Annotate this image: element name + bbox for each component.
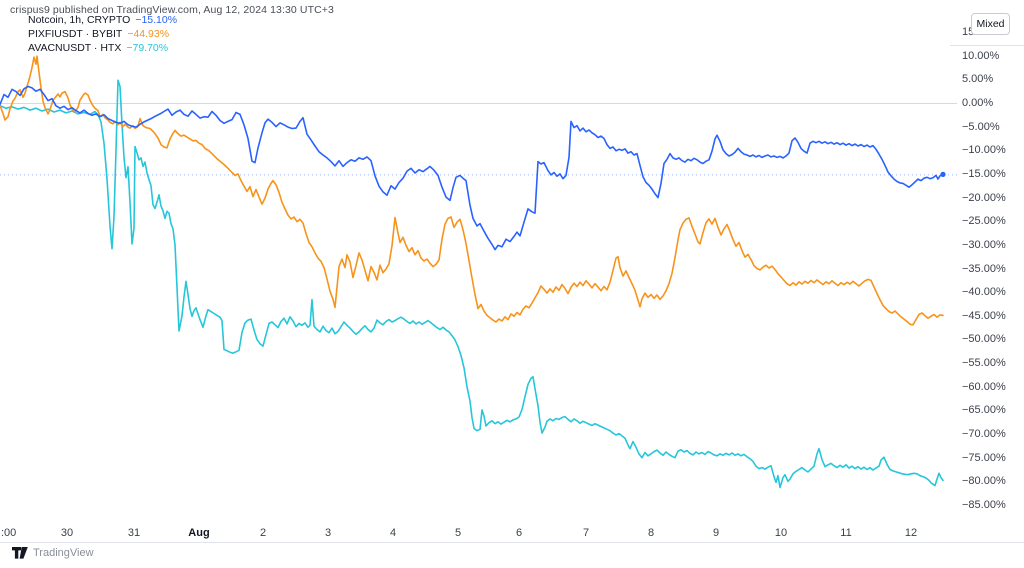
- tradingview-logo-icon[interactable]: [12, 547, 28, 559]
- y-axis-label: −10.00%: [962, 144, 1006, 157]
- y-axis-label: −5.00%: [962, 120, 1000, 133]
- x-axis-label: 9: [712, 527, 720, 539]
- x-axis-label: 8: [647, 527, 655, 539]
- publish-info: crispus9 published on TradingView.com, A…: [10, 4, 334, 16]
- series-end-marker-notcoin: [940, 171, 946, 177]
- series-line-notcoin: [0, 85, 944, 251]
- y-axis-label: −60.00%: [962, 380, 1006, 393]
- footer: TradingView: [12, 547, 94, 559]
- y-axis-label: −70.00%: [962, 428, 1006, 441]
- y-axis-label: 0.00%: [962, 97, 994, 109]
- x-axis-label: 3: [324, 527, 332, 539]
- y-axis-label: −40.00%: [962, 286, 1006, 299]
- y-axis-label: 10.00%: [962, 49, 1000, 62]
- y-axis-label: −20.00%: [962, 191, 1006, 204]
- chart-legend: Notcoin, 1h, CRYPTO −15.10% PIXFIUSDT · BY…: [28, 13, 177, 55]
- x-axis-label: 30: [60, 527, 74, 539]
- x-axis-label: 7: [582, 527, 590, 539]
- series-line-avacnusdt: [0, 79, 944, 489]
- legend-item: AVACNUSDT · HTX −79.70%: [28, 41, 177, 55]
- x-axis-label: 12: [904, 527, 918, 539]
- y-axis-label: −55.00%: [962, 357, 1006, 370]
- x-axis-label: 10: [774, 527, 788, 539]
- legend-change-value: −44.93%: [127, 28, 170, 40]
- series-line-pixfiusdt: [0, 55, 944, 326]
- y-axis-label: −35.00%: [962, 262, 1006, 275]
- y-axis-label: 5.00%: [962, 73, 994, 86]
- x-axis-label: 6: [515, 527, 523, 539]
- x-axis-label: 11: [840, 527, 852, 539]
- scale-mode-button[interactable]: Mixed: [971, 13, 1010, 35]
- y-axis-label: −50.00%: [962, 333, 1006, 346]
- y-axis-label: −45.00%: [962, 309, 1006, 322]
- y-axis-label: −30.00%: [962, 238, 1006, 251]
- x-axis-label: 2: [259, 527, 267, 539]
- legend-symbol: AVACNUSDT · HTX: [28, 42, 122, 54]
- legend-symbol: Notcoin, 1h, CRYPTO: [28, 14, 131, 26]
- y-axis-label: −85.00%: [962, 498, 1006, 511]
- x-axis-label: 31: [127, 527, 141, 539]
- y-axis-label: −75.00%: [962, 451, 1006, 464]
- y-axis-label: −25.00%: [962, 215, 1006, 228]
- y-axis-label: −80.00%: [962, 475, 1006, 488]
- legend-change-value: −15.10%: [135, 14, 178, 26]
- y-axis-label: −65.00%: [962, 404, 1006, 417]
- y-axis-label: −15.00%: [962, 167, 1006, 180]
- legend-item: Notcoin, 1h, CRYPTO −15.10%: [28, 13, 177, 27]
- legend-change-value: −79.70%: [126, 42, 169, 54]
- tradingview-brand-text[interactable]: TradingView: [33, 547, 94, 559]
- x-axis-label: 4: [389, 527, 397, 539]
- x-axis-label: :00: [1, 527, 17, 539]
- x-axis-label: Aug: [188, 527, 210, 539]
- x-axis-label: 5: [454, 527, 462, 539]
- legend-item: PIXFIUSDT · BYBIT −44.93%: [28, 27, 177, 41]
- legend-symbol: PIXFIUSDT · BYBIT: [28, 28, 123, 40]
